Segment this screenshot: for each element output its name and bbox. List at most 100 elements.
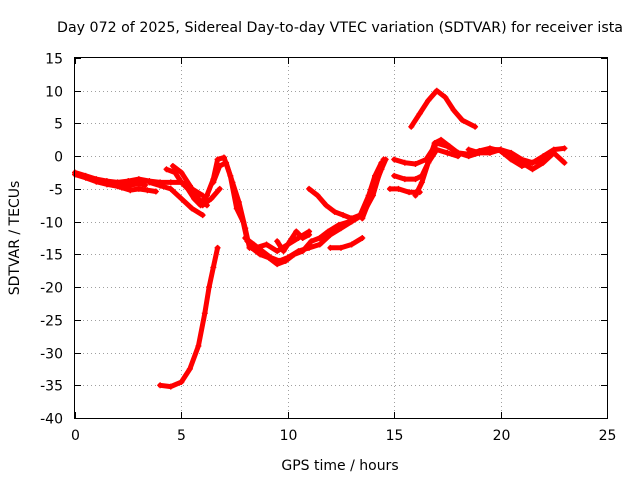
data-point-plus <box>235 199 242 205</box>
data-point-plus <box>142 181 149 188</box>
series-arc-6 <box>182 179 223 209</box>
data-point-plus <box>372 182 379 189</box>
data-point-plus <box>144 187 151 194</box>
y-tick-label: -10 <box>40 216 63 232</box>
data-point-plus <box>418 179 425 186</box>
data-point-plus <box>282 257 289 264</box>
data-point-plus <box>340 212 347 219</box>
y-tick-label: -5 <box>49 183 63 199</box>
x-tick-label: 0 <box>71 428 80 444</box>
data-point-plus <box>365 199 372 205</box>
series-arc-7 <box>146 179 206 219</box>
data-point-plus <box>444 149 451 156</box>
data-point-plus <box>486 149 493 156</box>
data-point-plus <box>167 383 174 390</box>
data-point-plus <box>331 208 338 215</box>
data-point-plus <box>540 159 547 166</box>
x-tick-label: 15 <box>386 428 404 444</box>
y-tick-label: -15 <box>40 248 63 264</box>
y-axis-label: SDTVAR / TECUs <box>7 181 23 296</box>
data-point-plus <box>82 174 89 181</box>
y-tick-label: 5 <box>54 117 63 133</box>
data-point-plus <box>186 365 193 372</box>
data-point-plus <box>199 202 206 209</box>
data-point-plus <box>299 235 306 241</box>
y-tick-labels: 15 10 5 0 -5 -10 -15 -20 -25 -30 -35 -40 <box>40 52 63 428</box>
y-tick-label: -40 <box>40 412 63 428</box>
data-point-plus <box>459 117 466 124</box>
data-point-plus <box>157 382 164 389</box>
data-point-plus <box>163 166 170 173</box>
data-point-plus <box>406 189 413 196</box>
data-point-plus <box>208 195 215 202</box>
data-point-plus <box>412 176 419 183</box>
data-point-plus <box>359 235 366 241</box>
data-point-plus <box>433 87 440 94</box>
data-point-plus <box>201 310 208 317</box>
data-point-plus <box>178 195 185 202</box>
data-point-plus <box>316 235 323 241</box>
data-point-plus <box>118 184 125 191</box>
data-point-plus <box>306 185 313 192</box>
data-point-plus <box>274 261 281 268</box>
series-arc-3 <box>110 181 159 195</box>
data-point-plus <box>93 178 100 185</box>
data-point-plus <box>293 228 300 235</box>
data-point-plus <box>438 136 445 143</box>
x-tick-label: 25 <box>599 428 617 444</box>
data-point-plus <box>382 156 389 163</box>
y-tick-label: -25 <box>40 314 63 330</box>
data-point-plus <box>314 192 321 199</box>
data-point-plus <box>450 107 457 114</box>
data-point-plus <box>265 254 272 261</box>
data-point-plus <box>242 225 249 232</box>
x-tick-label: 20 <box>493 428 511 444</box>
data-point-plus <box>401 159 408 166</box>
data-point-plus <box>391 156 398 163</box>
data-point-plus <box>472 123 479 130</box>
data-point-plus <box>210 264 217 271</box>
data-point-plus <box>416 110 423 117</box>
y-tick-label: -35 <box>40 379 63 395</box>
data-point-plus <box>274 238 281 245</box>
data-point-plus <box>412 161 419 168</box>
series-arc-8 <box>210 159 253 251</box>
data-point-plus <box>216 163 223 169</box>
data-point-plus <box>306 231 313 238</box>
data-point-plus <box>401 176 408 183</box>
data-point-plus <box>178 169 185 176</box>
data-point-plus <box>199 212 206 219</box>
data-point-plus <box>391 172 398 179</box>
series-arc-14 <box>327 235 366 251</box>
data-point-plus <box>291 251 298 258</box>
data-point-plus <box>378 166 385 173</box>
data-point-plus <box>189 205 196 212</box>
data-point-plus <box>338 244 344 251</box>
data-point-plus <box>203 192 210 199</box>
y-tick-label: 15 <box>45 52 63 68</box>
series-line <box>164 155 250 244</box>
data-point-plus <box>425 159 432 166</box>
series-arc-15 <box>359 156 389 222</box>
y-tick-label: 0 <box>54 150 63 166</box>
data-point-plus <box>167 179 174 186</box>
axis-ticks <box>75 58 608 419</box>
data-point-plus <box>529 166 536 173</box>
data-point-plus <box>274 248 281 255</box>
data-point-plus <box>263 241 270 248</box>
data-point-plus <box>210 179 217 186</box>
data-point-plus <box>178 379 185 385</box>
data-point-plus <box>216 185 223 192</box>
data-point-plus <box>395 185 402 192</box>
data-point-plus <box>146 179 153 186</box>
y-tick-label: 10 <box>45 85 63 101</box>
data-point-plus <box>299 248 306 255</box>
data-point-plus <box>446 143 453 150</box>
data-point-plus <box>169 163 176 169</box>
series-arc-17 <box>408 87 479 130</box>
data-point-plus <box>308 238 315 245</box>
data-point-plus <box>152 188 159 195</box>
data-point-plus <box>327 244 334 251</box>
series-arc-21 <box>465 146 568 173</box>
